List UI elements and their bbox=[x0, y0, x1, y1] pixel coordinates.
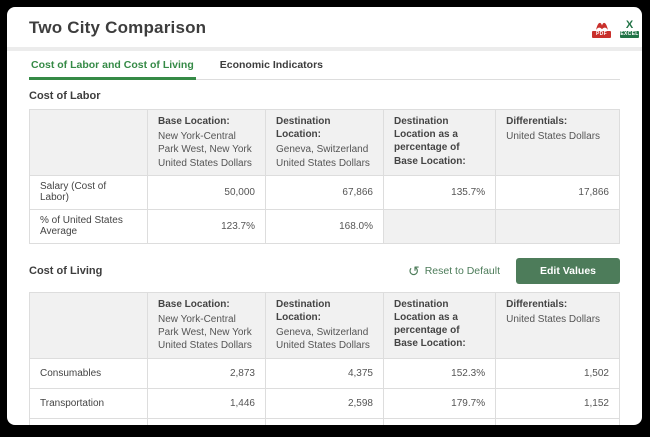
differentials-header: Differentials: United States Dollars bbox=[495, 291, 620, 359]
table-row-us-average: % of United States Average 123.7% 168.0% bbox=[29, 208, 620, 244]
table-header-row: Base Location: New York-Central Park Wes… bbox=[29, 291, 620, 359]
empty-header-cell bbox=[29, 109, 148, 176]
base-location-header: Base Location: New York-Central Park Wes… bbox=[147, 291, 266, 359]
base-location-header: Base Location: New York-Central Park Wes… bbox=[147, 109, 266, 176]
excel-icon-label: EXCEL bbox=[620, 31, 639, 38]
destination-location-header: Destination Location: Geneva, Switzerlan… bbox=[265, 109, 384, 176]
export-excel-button[interactable]: X EXCEL bbox=[620, 18, 639, 38]
cost-of-living-header: Cost of Living ↺ Reset to Default Edit V… bbox=[29, 257, 620, 284]
pdf-icon-label: PDF bbox=[592, 31, 611, 38]
tab-cost-of-labor-and-living[interactable]: Cost of Labor and Cost of Living bbox=[29, 51, 196, 80]
empty-header-cell bbox=[29, 291, 148, 359]
table-row-transportation: Transportation 1,446 2,598 179.7% 1,152 bbox=[29, 387, 620, 419]
reset-link-label: Reset to Default bbox=[424, 264, 500, 277]
two-city-comparison-window: Two City Comparison PDF X EXCEL Cost of … bbox=[7, 7, 642, 425]
cost-of-living-section-title: Cost of Living bbox=[29, 264, 103, 277]
pdf-icon bbox=[595, 18, 609, 31]
header-divider bbox=[7, 47, 642, 51]
cost-of-labor-section-title: Cost of Labor bbox=[29, 90, 101, 102]
table-row-consumables: Consumables 2,873 4,375 152.3% 1,502 bbox=[29, 357, 620, 389]
export-actions: PDF X EXCEL bbox=[592, 18, 639, 38]
reset-icon: ↺ bbox=[407, 262, 420, 279]
table-row-health-services: Health Services 1,064 1,435 134.9% 371 bbox=[29, 417, 620, 425]
reset-to-default-link[interactable]: ↺ Reset to Default bbox=[407, 262, 500, 279]
edit-values-button[interactable]: Edit Values bbox=[516, 257, 620, 284]
cost-of-labor-table: Base Location: New York-Central Park Wes… bbox=[29, 109, 620, 244]
export-pdf-button[interactable]: PDF bbox=[592, 18, 611, 38]
percentage-header: Destination Location as a percentage of … bbox=[382, 291, 497, 359]
destination-location-header: Destination Location: Geneva, Switzerlan… bbox=[265, 291, 384, 359]
excel-icon: X bbox=[625, 19, 634, 31]
table-row-salary: Salary (Cost of Labor) 50,000 67,866 135… bbox=[29, 174, 620, 210]
table-header-row: Base Location: New York-Central Park Wes… bbox=[29, 109, 620, 176]
window-header: Two City Comparison PDF X EXCEL bbox=[7, 7, 642, 47]
cost-of-living-actions: ↺ Reset to Default Edit Values bbox=[407, 257, 620, 284]
page-title: Two City Comparison bbox=[29, 18, 207, 37]
main-content: Cost of Labor and Cost of Living Economi… bbox=[7, 51, 642, 425]
cost-of-living-table: Base Location: New York-Central Park Wes… bbox=[29, 291, 620, 425]
differentials-header: Differentials: United States Dollars bbox=[495, 109, 620, 176]
percentage-header: Destination Location as a percentage of … bbox=[382, 109, 497, 176]
tab-economic-indicators[interactable]: Economic Indicators bbox=[219, 59, 324, 71]
tab-bar: Cost of Labor and Cost of Living Economi… bbox=[29, 51, 620, 80]
